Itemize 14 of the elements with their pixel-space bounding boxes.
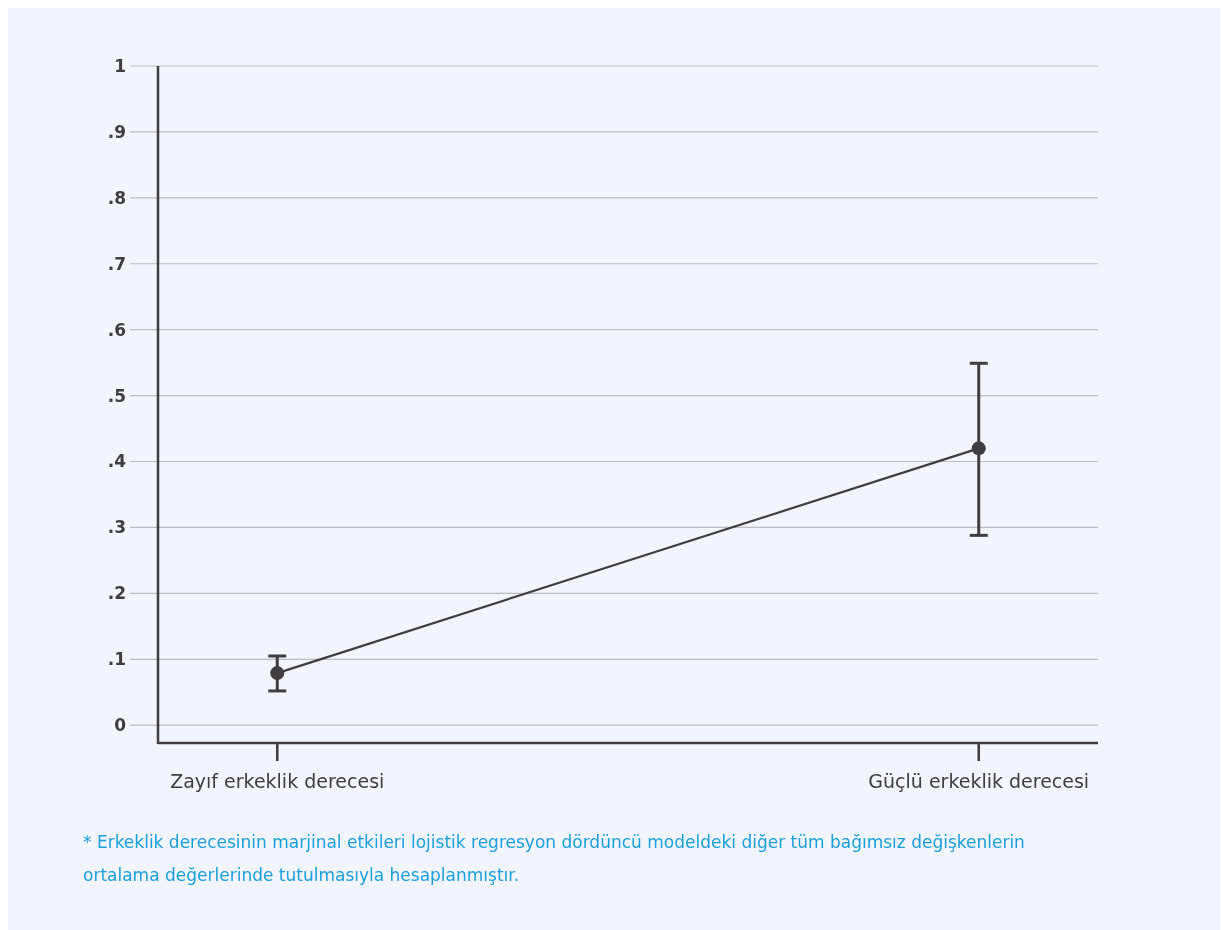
y-tick-label: 1 xyxy=(114,55,126,76)
text: * Erkeklik derecesinin marjinal etkileri lojistik regresyon dördüncü modeldeki diğer tüm bağımsız değişkenlerin ortalama değerlerinde tutulmasıyla hesaplanmıştır. xyxy=(83,831,1026,887)
x-tick-label: Güçlü erkeklik derecesi xyxy=(868,770,1090,792)
y-tick-label: .6 xyxy=(107,319,126,340)
y-tick-label: .4 xyxy=(107,451,127,472)
y-tick-label: .9 xyxy=(107,121,126,142)
y-tick-label: .2 xyxy=(107,583,126,604)
y-tick-label: .1 xyxy=(107,649,126,670)
y-tick-label: 0 xyxy=(114,715,127,736)
y-tick-label: .8 xyxy=(107,187,126,208)
x-tick-label: Zayıf erkeklik derecesi xyxy=(170,770,385,792)
y-tick-label: .3 xyxy=(107,517,126,538)
y-tick-label: .7 xyxy=(107,253,126,274)
y-tick-label: .5 xyxy=(107,385,126,406)
